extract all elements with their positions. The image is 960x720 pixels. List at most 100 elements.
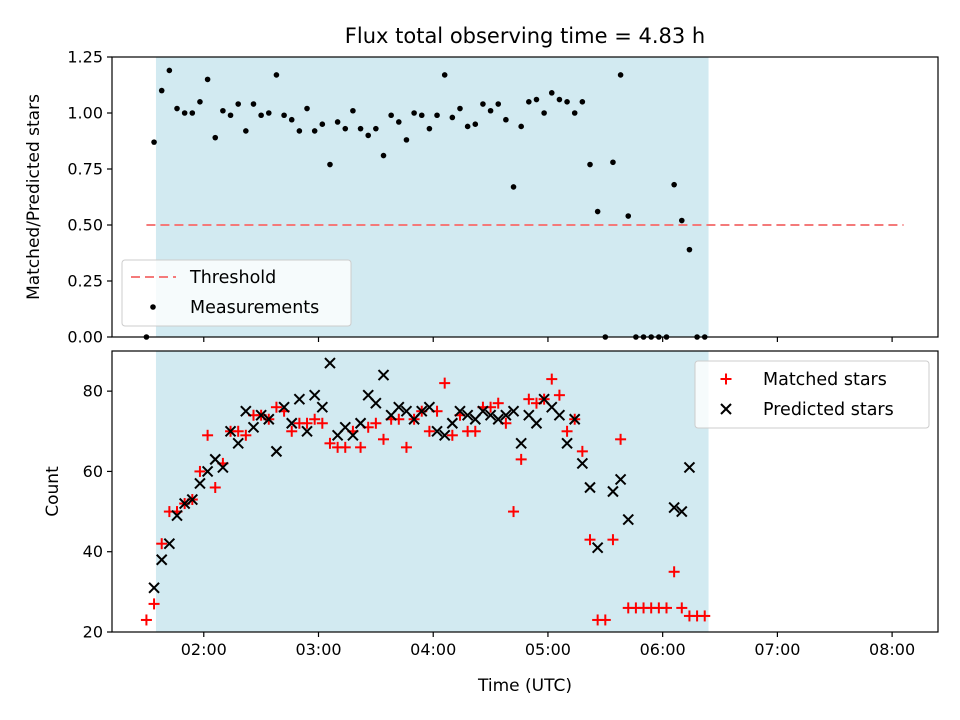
measurement-point	[617, 72, 624, 78]
matched-star-point	[140, 614, 152, 626]
predicted-star-point	[622, 513, 634, 526]
matched-star-point	[301, 417, 313, 429]
measurement-point	[258, 112, 264, 119]
bottom-shaded-interval	[155, 351, 709, 632]
predicted-star-point	[431, 425, 443, 437]
predicted-star-point	[163, 537, 176, 550]
bottom-x-ticks: 02:00 03:00 04:00 05:00 06:00 07:00 08:00	[181, 632, 915, 659]
x-tick-label: 08:00	[869, 640, 915, 659]
matched-star-point	[232, 425, 244, 437]
predicted-star-point	[186, 493, 199, 506]
predicted-star-point	[515, 437, 527, 450]
matched-star-point	[546, 373, 558, 385]
measurement-point	[564, 99, 570, 105]
predicted-star-point	[286, 417, 298, 429]
predicted-star-point	[423, 401, 436, 413]
x-tick-label: 04:00	[410, 640, 456, 659]
measurement-point	[227, 112, 234, 119]
predicted-star-point	[217, 461, 229, 474]
measurement-point	[204, 76, 211, 83]
predicted-star-point	[584, 481, 596, 494]
measurement-point	[426, 125, 433, 132]
measurement-point	[625, 213, 632, 219]
measurement-point	[518, 123, 524, 130]
measurement-point	[304, 105, 310, 112]
matched-star-point	[400, 441, 412, 453]
predicted-star-point	[171, 509, 183, 522]
measurement-point	[243, 128, 249, 134]
predicted-star-point	[614, 473, 627, 486]
top-points-layer	[143, 67, 708, 340]
measurement-point	[197, 99, 203, 105]
measurement-point	[434, 112, 440, 119]
top-y-ticks: 0.00 0.25 0.50 0.75 1.00 1.25	[67, 48, 112, 347]
measurement-point	[220, 107, 226, 114]
measurement-point	[189, 110, 196, 116]
predicted-star-point	[484, 409, 497, 421]
x-tick-label: 07:00	[754, 640, 800, 659]
measurement-point	[273, 72, 280, 78]
matched-star-point	[423, 425, 435, 437]
measurement-point	[174, 105, 180, 112]
predicted-star-point	[301, 425, 313, 437]
matched-star-point	[668, 566, 680, 578]
bottom-y-axis-label: Count	[43, 466, 63, 517]
measurement-point	[380, 152, 387, 159]
matched-star-point	[492, 397, 504, 409]
measurement-point	[158, 87, 165, 94]
predicted-star-point	[683, 461, 696, 474]
predicted-star-point	[461, 409, 474, 421]
predicted-star-point	[446, 417, 459, 429]
top-y-axis-label: Matched/Predicted stars	[24, 94, 44, 300]
predicted-star-point	[454, 405, 466, 417]
predicted-star-point	[370, 397, 382, 409]
measurement-point	[411, 110, 417, 116]
predicted-star-point	[278, 401, 290, 413]
measurement-point	[288, 116, 295, 123]
bottom-points-layer	[140, 357, 711, 626]
measurement-point	[350, 107, 356, 114]
measurement-point	[365, 132, 372, 139]
legend-matched-swatch	[720, 373, 732, 385]
matched-star-point	[660, 602, 672, 614]
measurement-point	[571, 110, 578, 116]
predicted-star-point	[263, 413, 275, 425]
measurement-point	[610, 159, 616, 166]
measurement-point	[342, 125, 349, 132]
predicted-star-point	[247, 421, 260, 433]
measurement-point	[579, 99, 586, 105]
measurement-point	[296, 128, 303, 134]
predicted-star-point	[676, 505, 688, 518]
measurement-point	[464, 123, 471, 130]
matched-star-point	[515, 453, 527, 465]
matched-star-point	[316, 417, 328, 429]
measurement-point	[388, 112, 394, 119]
predicted-star-point	[194, 477, 206, 490]
measurement-point	[526, 99, 532, 105]
matched-star-point	[676, 602, 688, 614]
top-legend-box	[121, 259, 352, 327]
measurement-point	[457, 105, 463, 112]
measurement-point	[396, 119, 402, 125]
measurement-point	[441, 72, 448, 78]
y-tick-label: 0.00	[67, 328, 103, 347]
y-tick-label: 20	[83, 623, 103, 642]
measurement-point	[686, 246, 693, 253]
measurement-point	[548, 90, 555, 96]
bottom-axes-frame	[111, 350, 939, 633]
legend-predicted-label: Predicted stars	[763, 400, 894, 420]
measurement-point	[487, 107, 494, 114]
measurement-point	[235, 101, 241, 107]
measurement-point	[472, 121, 479, 127]
legend-predicted-swatch	[720, 403, 732, 415]
matched-star-point	[599, 614, 611, 626]
matched-star-point	[561, 425, 573, 437]
matched-star-point	[355, 441, 367, 453]
y-tick-label: 1.25	[67, 48, 103, 67]
y-tick-label: 60	[83, 462, 103, 481]
x-tick-label: 02:00	[181, 640, 227, 659]
matched-star-point	[202, 429, 214, 441]
predicted-star-point	[576, 457, 589, 470]
predicted-star-point	[270, 445, 283, 458]
measurement-point	[449, 114, 456, 121]
